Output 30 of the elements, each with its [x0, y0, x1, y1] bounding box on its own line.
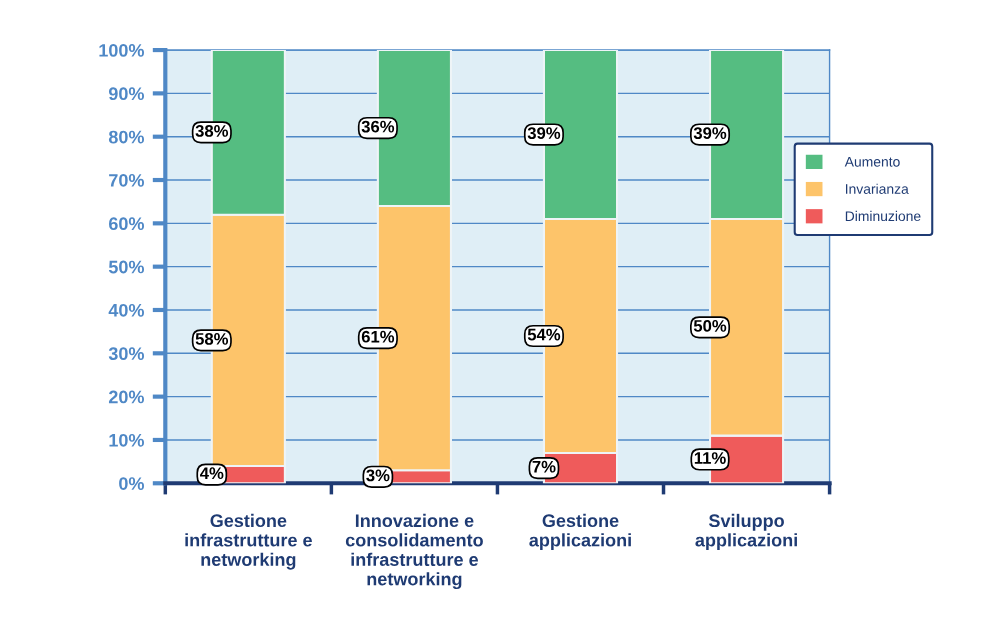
y-tick-label: 70% — [109, 173, 144, 187]
y-tick-label: 10% — [109, 433, 144, 447]
y-tick-label: 60% — [109, 217, 144, 231]
data-label: 39% — [527, 127, 561, 140]
y-tick-label: 20% — [108, 390, 144, 404]
data-label: 38% — [195, 125, 229, 137]
y-tick-label: 0% — [119, 477, 144, 490]
data-label: 11% — [694, 452, 726, 464]
legend-label: Invarianza — [846, 183, 909, 194]
y-tick-label: 80% — [108, 130, 144, 144]
data-label: 36% — [361, 120, 395, 133]
data-label: 7% — [532, 460, 556, 473]
y-tick-label: 90% — [108, 87, 144, 101]
legend-label: Aumento — [844, 157, 900, 167]
x-tick-label: Innovazione e consolidamento infrastrutture e networking — [345, 513, 483, 590]
data-label: 50% — [693, 319, 727, 332]
data-label: 4% — [200, 467, 224, 480]
data-label: 3% — [366, 469, 390, 482]
y-tick-label: 100% — [99, 43, 145, 57]
data-label: 54% — [527, 328, 561, 341]
x-tick-label: Gestione applicazioni — [529, 513, 631, 551]
y-tick-label: 40% — [108, 303, 144, 317]
y-tick-label: 30% — [108, 347, 144, 361]
legend-label: Diminuzione — [845, 210, 921, 222]
y-tick-label: 50% — [108, 260, 144, 274]
x-tick-label: Sviluppo applicazioni — [695, 513, 797, 551]
x-tick-label: Gestione infrastrutture e networking — [185, 513, 312, 570]
data-label: 61% — [361, 330, 395, 343]
data-label: 39% — [693, 127, 727, 140]
data-label: 58% — [195, 332, 229, 345]
